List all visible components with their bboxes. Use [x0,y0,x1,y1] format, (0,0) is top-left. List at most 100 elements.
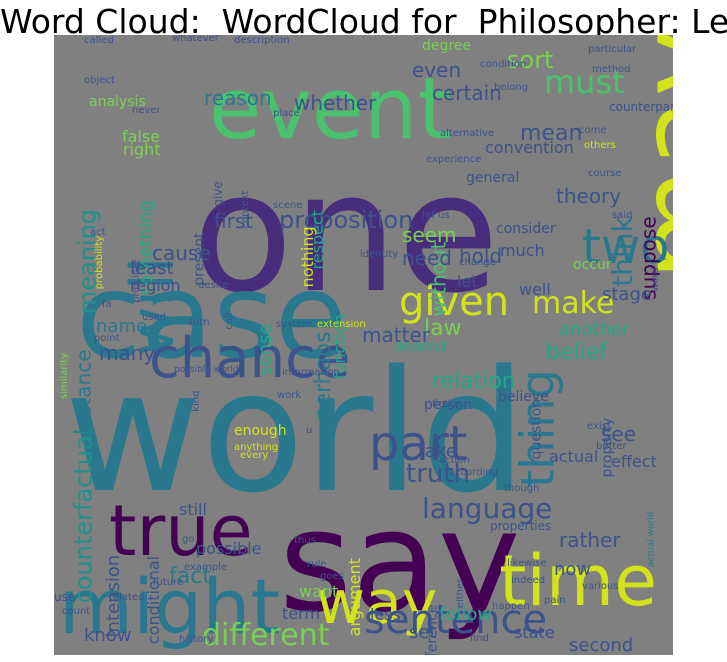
word-actual: actual [549,447,598,466]
word-go: go [182,534,194,545]
word-identity: identity [360,249,398,260]
word-enough: enough [234,423,287,439]
word-certain: certain [432,81,502,105]
word-state: state [514,623,555,642]
word-hold: hold [459,244,502,268]
word-consider: consider [496,221,556,237]
word-event: event [209,60,451,159]
word-argument: argument [345,558,364,636]
word-count: count [62,606,90,617]
word-various: various [582,581,619,592]
word-object: object [84,75,115,86]
word-cause: cause [152,241,211,265]
word-degree: degree [422,38,471,54]
word-work: work [277,390,301,401]
word-scene: scene [273,200,302,211]
word-let-us: let us [422,210,450,221]
word-another: another [559,319,630,340]
word-may: may [614,35,673,281]
word-given: given [399,279,509,325]
word-indeed: indeed [511,575,545,586]
word-alternative: alternative [440,128,494,139]
word-kind: kind [191,391,202,412]
word-still: still [179,500,207,519]
word-term: term [282,604,320,623]
word-particular: particular [588,44,637,55]
word-give: give [211,181,225,206]
word-experience: experience [426,154,481,165]
word-world: world [64,334,527,530]
word-extension: extension [317,319,366,330]
word-used: used [142,312,166,323]
word-history: history [179,634,213,645]
word-will: will [118,257,188,356]
word-false: false [122,127,160,146]
word-thing: thing [511,369,565,487]
word-place: place [273,108,300,119]
word-probability: probability [94,236,105,289]
word-want: want [299,582,338,601]
word-though: though [504,483,539,494]
word-let: let [457,272,478,291]
word-case: case [76,247,347,385]
word-one: one [192,137,499,329]
word-context: context [240,191,251,229]
word-even: even [412,58,461,82]
word-theory: theory [556,184,621,208]
word-different: different [202,618,330,653]
word-second: second [569,635,633,655]
word-act: act [90,227,106,238]
word-difference: difference [424,605,440,655]
word-word: word [650,267,661,292]
word-might: might [59,562,280,651]
word-point: point [94,333,120,344]
word-convention: convention [485,138,574,157]
word-condition: condition [480,59,526,70]
word-cloud-svg: worldonecasemaysayeventmighttruetimewayw… [54,35,673,655]
word-anything: anything [234,442,278,453]
word-related: related [109,592,144,603]
word-either: either [455,578,466,608]
word-think: think [606,216,639,287]
word-stage: stage [602,284,652,305]
word-without: without [426,241,450,316]
word-language: language [422,492,552,525]
word-pain: pain [544,595,566,606]
word-action: action [439,455,470,466]
word-cloud-background [54,35,673,655]
chart-title: Word Cloud: WordCloud for Philosopher: L… [0,2,727,41]
word-description: description [234,35,290,46]
word-person: person [424,397,472,413]
word-region: region [130,276,181,295]
word-now: now [554,559,591,580]
word-whether: whether [294,91,377,115]
word-never: never [132,105,162,116]
word-sentence: sentence [364,597,547,643]
word-use: use [54,590,75,604]
word-exist: exist [587,421,611,432]
word-conditional: conditional [144,556,163,644]
word-whatever: whatever [172,35,220,44]
word-fiction: fiction [432,399,463,410]
word-information: information [282,367,340,378]
word-present: present [191,232,207,286]
word-fa: fa [102,299,112,310]
word-see: see [601,422,636,446]
word-general: general [466,170,519,186]
word-respect: respect [308,210,327,269]
word-similarity: similarity [59,353,70,399]
word-first: first [214,209,253,233]
word-rather: rather [559,528,621,552]
word-part: part [369,416,467,472]
word-thus: thus [294,535,316,546]
word-goes: goes [320,571,344,582]
word-relation: relation [432,369,516,394]
word-actual-world: actual world [646,512,656,567]
word-need: need [402,246,452,270]
word-less: less [370,605,401,624]
word-chance: chance [149,326,350,391]
word-method: method [592,64,631,75]
word-reason: reason [204,86,272,110]
word-call: call [224,313,235,330]
word-according: according [449,467,498,478]
